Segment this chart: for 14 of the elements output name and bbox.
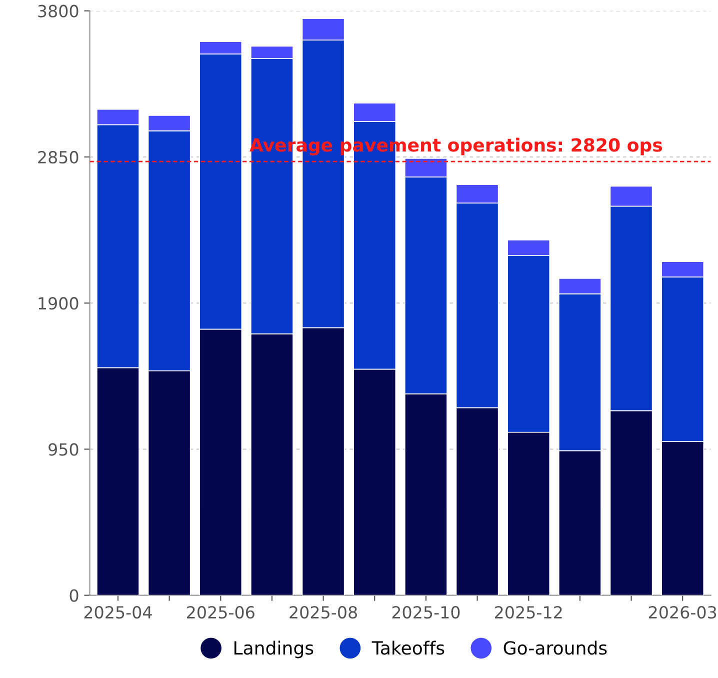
legend-label: Go-arounds [504,640,607,655]
x-tick-label: 2025-06 [187,606,254,619]
x-tick-label: 2025-08 [290,606,357,619]
y-tick-label: 950 [48,443,78,456]
y-tick-label: 1900 [38,297,78,310]
x-tick-label: 2025-10 [392,606,460,619]
x-tick-label: 2025-12 [495,606,562,619]
x-tick-label: 2026-03 [648,606,716,619]
legend-label: Takeoffs [372,640,444,655]
legend-label: Landings [234,640,314,658]
y-tick-label: 0 [70,589,78,602]
x-tick-label: 2025-04 [84,606,152,619]
y-tick-label: 2850 [38,150,78,164]
y-tick-label: 3800 [38,4,78,18]
